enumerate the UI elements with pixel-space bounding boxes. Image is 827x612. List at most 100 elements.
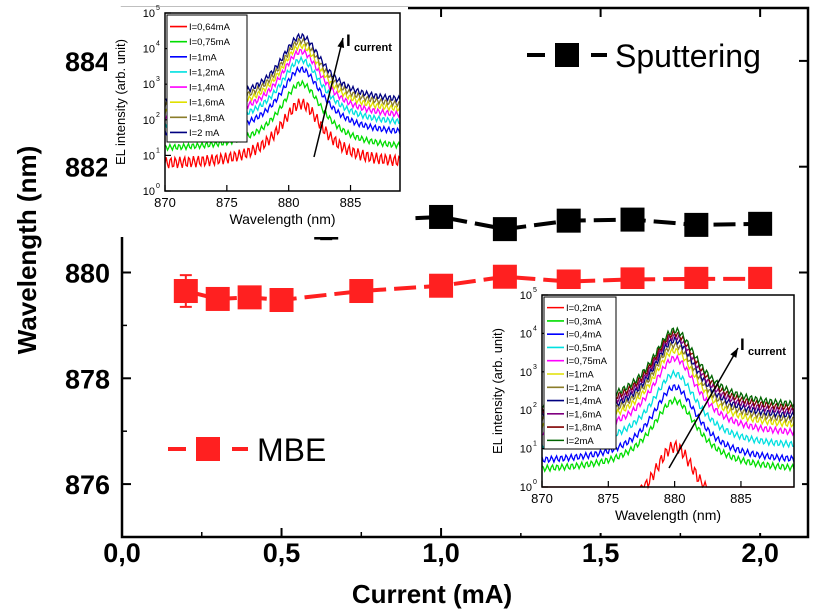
- inset-y-tick-exponent: 3: [156, 76, 160, 83]
- inset-x-tick-label: 870: [531, 491, 553, 506]
- data-point: [684, 266, 709, 291]
- data-point: [556, 208, 581, 233]
- inset-x-tick-label: 880: [278, 195, 300, 210]
- inset-y-tick-label: 10: [143, 44, 155, 56]
- y-tick-label: 882: [65, 153, 110, 183]
- series-mbe: [173, 264, 773, 313]
- inset-legend-label: I=1mA: [566, 370, 594, 381]
- inset-x-tick-label: 875: [216, 195, 238, 210]
- inset-legend-label: I=0,4mA: [566, 330, 602, 341]
- x-tick-label: 0,0: [103, 538, 141, 568]
- inset-y-tick-exponent: 2: [533, 402, 537, 409]
- inset-legend-label: I=0,3mA: [566, 316, 602, 327]
- main-chart: 0,0 0,5 1,0 1,5 2,0 876 878 880 882 884 Current (m…: [12, 6, 810, 609]
- inset-y-tick-label: 10: [520, 328, 532, 340]
- inset-frame: [541, 294, 795, 488]
- inset-y-axis-label: EL intensity (arb. unit): [113, 39, 128, 165]
- data-point: [748, 266, 773, 291]
- data-point: [205, 286, 230, 311]
- inset-y-tick-exponent: 1: [156, 147, 160, 154]
- inset-legend-label: I=0,75mA: [189, 37, 231, 48]
- inset-legend-label: I=2mA: [566, 436, 594, 447]
- inset-y-tick-exponent: 1: [533, 441, 537, 448]
- legend-entry-sputtering: Sputtering: [527, 38, 761, 74]
- spectrum-line: [164, 98, 401, 169]
- inset-x-tick-label: 885: [340, 195, 362, 210]
- inset-x-tick-label: 880: [664, 491, 686, 506]
- inset-y-tick-label: 10: [520, 444, 532, 456]
- inset-legend-label: I=0,75mA: [566, 356, 608, 367]
- inset-legend-box: [166, 14, 248, 143]
- inset-y-tick-label: 10: [143, 8, 155, 20]
- legend-marker: [196, 437, 220, 461]
- inset-x-tick-label: 875: [597, 491, 619, 506]
- y-axis-label: Wavelength (nm): [12, 146, 42, 354]
- data-point: [429, 273, 454, 298]
- legend-entry-mbe: MBE: [168, 432, 326, 468]
- inset-x-tick-label: 885: [730, 491, 752, 506]
- inset-legend: I=0,2mA I=0,3mA I=0,4mA I=0,5mA I=0,75mA I=1m…: [543, 296, 617, 450]
- inset-x-axis-label: Wavelength (nm): [615, 507, 721, 523]
- inset-y-tick-label: 10: [520, 290, 532, 302]
- inset-y-tick-exponent: 4: [156, 41, 160, 48]
- data-point: [429, 204, 454, 229]
- inset-y-tick-exponent: 3: [533, 364, 537, 371]
- legend-marker: [555, 43, 579, 67]
- data-point: [269, 288, 294, 313]
- data-point: [748, 211, 773, 236]
- inset-y-tick-exponent: 0: [156, 183, 160, 190]
- y-tick-label: 876: [65, 470, 110, 500]
- inset-legend-label: I=1,8mA: [189, 113, 225, 124]
- inset-legend-label: I=1,4mA: [566, 396, 602, 407]
- current-arrow-head: [337, 38, 345, 48]
- x-tick-label: 0,5: [263, 538, 301, 568]
- y-tick-label: 884: [65, 47, 110, 77]
- y-tick-label: 880: [65, 259, 110, 289]
- inset-y-tick-exponent: 4: [533, 325, 537, 332]
- inset-legend-box: [543, 296, 617, 450]
- current-annotation-sub: current: [748, 346, 786, 358]
- x-tick-label: 1,0: [422, 538, 460, 568]
- inset-x-tick-label: 870: [154, 195, 176, 210]
- inset-y-tick-label: 10: [143, 79, 155, 91]
- inset-y-tick-label: 10: [520, 405, 532, 417]
- data-point: [492, 264, 517, 289]
- spectrum-line: [541, 395, 795, 473]
- current-annotation: I: [346, 31, 351, 50]
- legend-label: Sputtering: [615, 38, 761, 74]
- x-axis-label: Current (mA): [352, 579, 512, 609]
- data-point: [620, 207, 645, 232]
- data-point: [684, 212, 709, 237]
- y-tick-label: 878: [65, 364, 110, 394]
- spectrum-line: [164, 79, 401, 152]
- inset-legend-label: I=1,6mA: [566, 409, 602, 420]
- legend-label: MBE: [257, 432, 326, 468]
- current-arrow-head: [730, 348, 738, 358]
- inset-legend-label: I=0,2mA: [566, 303, 602, 314]
- data-point: [237, 285, 262, 310]
- inset-legend: I=0,64mA I=0,75mA I=1mA I=1,2mA I=1,4mA I=1,6…: [166, 14, 248, 143]
- current-arrow-line: [668, 347, 739, 469]
- inset-legend-label: I=1,4mA: [189, 83, 225, 94]
- inset-legend-label: I=0,5mA: [566, 343, 602, 354]
- inset-y-tick-exponent: 5: [156, 5, 160, 12]
- inset-legend-label: I=1,2mA: [566, 383, 602, 394]
- inset-legend-label: I=1,6mA: [189, 98, 225, 109]
- inset-legend-label: I=0,64mA: [189, 22, 231, 33]
- inset-y-tick-label: 10: [143, 186, 155, 198]
- inset-frame: [164, 12, 401, 192]
- current-annotation: I: [740, 335, 745, 354]
- inset-y-tick-label: 10: [143, 150, 155, 162]
- x-tick-label: 1,5: [582, 538, 620, 568]
- current-annotation-sub: current: [354, 42, 392, 54]
- data-point: [620, 267, 645, 292]
- inset-legend-label: I=1,8mA: [566, 423, 602, 434]
- inset-y-tick-exponent: 0: [533, 479, 537, 486]
- inset-y-tick-exponent: 2: [156, 112, 160, 119]
- inset-x-axis-label: Wavelength (nm): [229, 211, 335, 227]
- inset-y-tick-label: 10: [143, 115, 155, 127]
- x-tick-label: 2,0: [741, 538, 779, 568]
